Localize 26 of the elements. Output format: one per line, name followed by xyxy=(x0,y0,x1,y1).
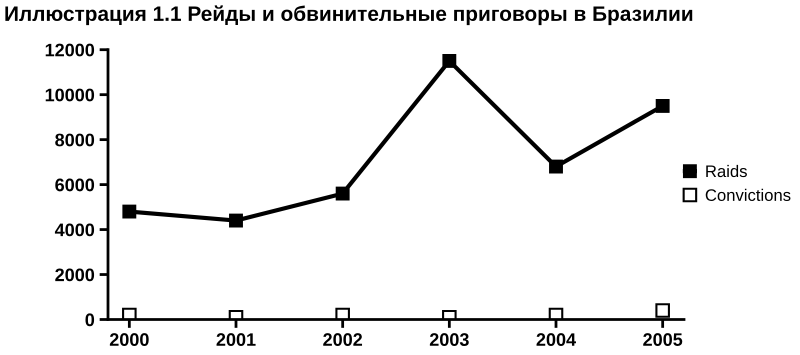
x-tick-label: 2005 xyxy=(643,333,682,346)
y-tick-label: 6000 xyxy=(55,178,94,192)
y-tick-label: 4000 xyxy=(54,224,94,236)
x-tick-label: 2004 xyxy=(536,333,576,346)
x-tick-label: 2001 xyxy=(216,333,256,346)
legend-label: Convictions xyxy=(706,188,790,202)
y-tick-label: 2000 xyxy=(55,268,94,282)
x-tick-label: 2000 xyxy=(110,333,149,346)
point xyxy=(656,98,670,113)
point xyxy=(548,308,564,320)
y-tick-label: 8000 xyxy=(55,134,94,146)
point xyxy=(122,308,137,320)
point xyxy=(549,160,563,174)
x-tick-label: 2002 xyxy=(323,333,362,346)
chart-title: Иллюстрация 1.1 Рейды и обвинительные приговоры в Бразилии xyxy=(5,5,692,26)
point xyxy=(229,214,243,228)
legend-label: Raids xyxy=(706,164,747,178)
y-tick-label: 10000 xyxy=(46,88,94,102)
y-tick-label: 12000 xyxy=(46,44,94,56)
point xyxy=(336,186,350,201)
point xyxy=(335,308,350,320)
point xyxy=(655,303,670,318)
x-tick-label: 2003 xyxy=(430,333,469,346)
point xyxy=(442,54,456,68)
y-tick-label: 0 xyxy=(85,313,94,326)
point xyxy=(122,204,136,219)
